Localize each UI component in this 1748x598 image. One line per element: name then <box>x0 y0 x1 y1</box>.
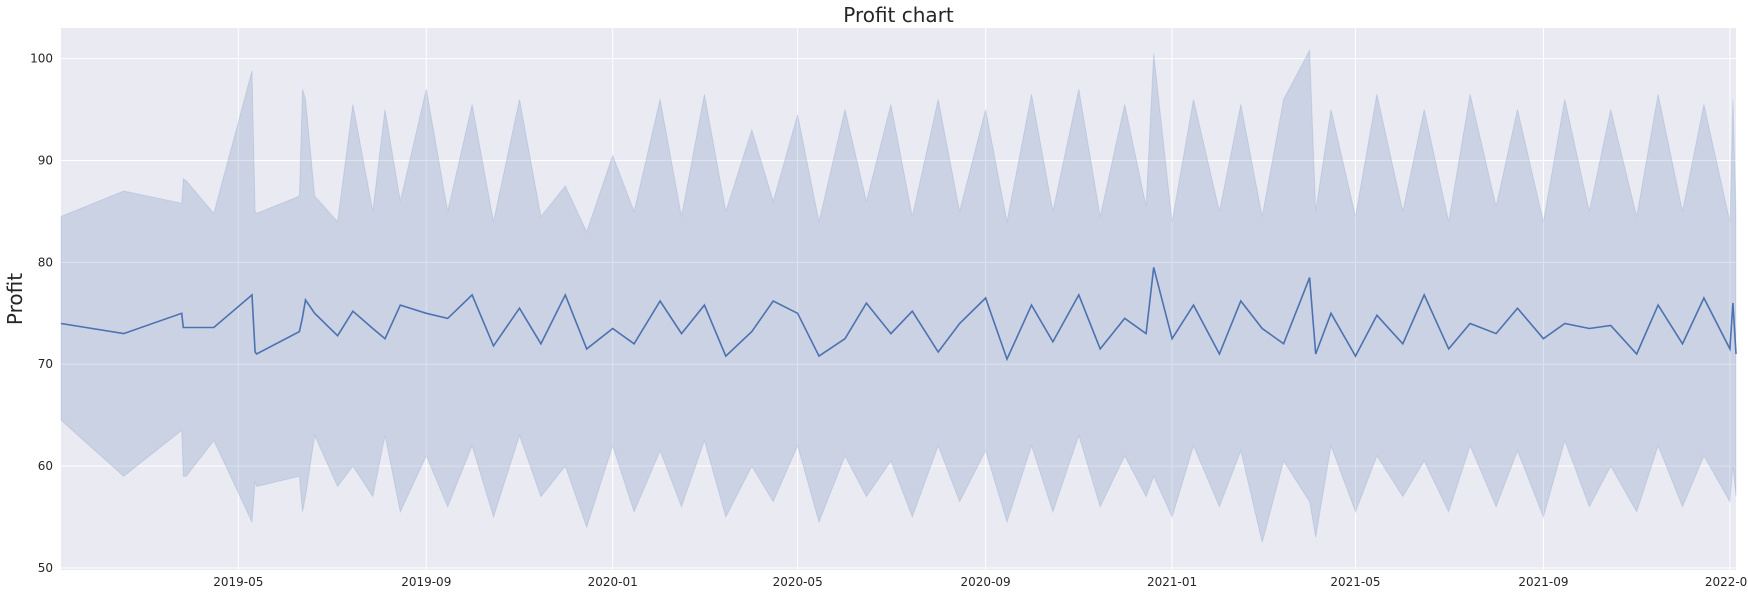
y-tick-label: 60 <box>38 459 53 473</box>
x-tick-label: 2021-05 <box>1330 575 1380 589</box>
x-axis-ticks: 2019-05 2019-09 2020-01 2020-05 2020-09 2021-… <box>213 575 1748 589</box>
confidence-band <box>60 48 1737 543</box>
y-tick-label: 100 <box>30 52 53 66</box>
y-tick-label: 70 <box>38 357 53 371</box>
x-tick-label: 2020-01 <box>588 575 638 589</box>
plot-area <box>61 28 1736 570</box>
y-tick-label: 90 <box>38 153 53 167</box>
x-tick-label: 2019-09 <box>401 575 451 589</box>
x-tick-label: 2022-01 <box>1705 575 1748 589</box>
chart-title: Profit chart <box>843 3 954 27</box>
x-tick-label: 2021-09 <box>1518 575 1568 589</box>
y-tick-label: 80 <box>38 255 53 269</box>
y-axis-label: Profit <box>3 273 27 325</box>
y-axis-ticks: 50 60 70 80 90 100 <box>30 52 53 575</box>
y-tick-label: 50 <box>38 561 53 575</box>
x-tick-label: 2020-05 <box>773 575 823 589</box>
x-tick-label: 2019-05 <box>213 575 263 589</box>
x-tick-label: 2021-01 <box>1147 575 1197 589</box>
x-tick-label: 2020-09 <box>961 575 1011 589</box>
profit-line <box>60 267 1737 362</box>
